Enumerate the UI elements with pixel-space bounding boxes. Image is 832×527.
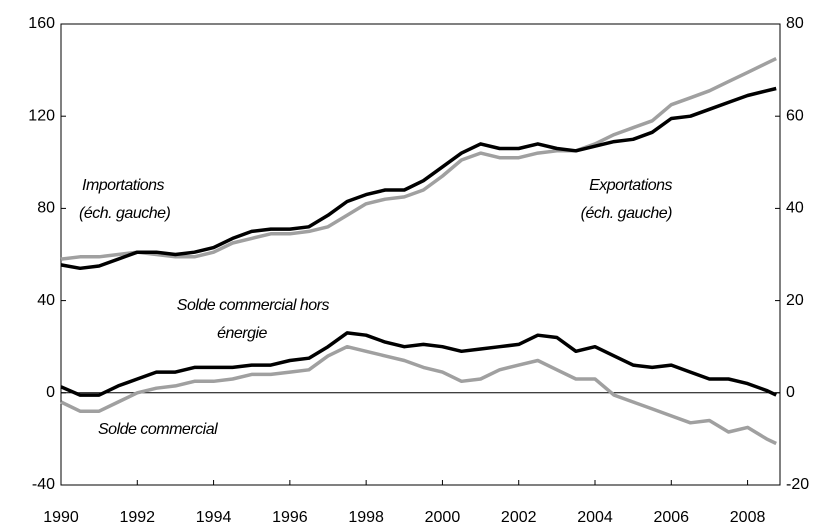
series-line (60, 57, 777, 261)
annotation: (éch. gauche) (79, 205, 171, 222)
x-tick-label: 2000 (425, 509, 461, 526)
y2-tick-label: 40 (786, 200, 804, 217)
series-line (60, 86, 777, 271)
y2-tick-label: 0 (786, 384, 795, 401)
y2-tick-label: 80 (786, 15, 804, 32)
y-tick-label: -40 (32, 476, 55, 493)
x-tick-label: 1998 (348, 509, 384, 526)
x-tick-label: 1992 (119, 509, 155, 526)
annotation: Importations (82, 177, 165, 194)
annotation: Exportations (589, 177, 672, 194)
x-tick-label: 1994 (196, 509, 232, 526)
y-tick-label: 0 (46, 384, 55, 401)
y2-tick-label: -20 (786, 476, 809, 493)
x-tick-label: 2002 (501, 509, 537, 526)
y2-tick-label: 60 (786, 107, 804, 124)
annotation: Solde commercial hors (177, 297, 330, 314)
x-tick-label: 2006 (653, 509, 689, 526)
annotation: énergie (217, 325, 267, 342)
y-tick-label: 160 (28, 15, 55, 32)
x-tick-label: 1996 (272, 509, 308, 526)
y-tick-label: 80 (37, 200, 55, 217)
x-tick-label: 2004 (577, 509, 613, 526)
y-tick-label: 40 (37, 292, 55, 309)
x-tick-label: 1990 (43, 509, 79, 526)
y2-tick-label: 20 (786, 292, 804, 309)
annotation: (éch. gauche) (581, 205, 673, 222)
series-line (60, 331, 777, 397)
series-line (60, 344, 777, 446)
x-tick-label: 2008 (730, 509, 766, 526)
y-tick-label: 120 (28, 107, 55, 124)
plot-frame (60, 23, 781, 486)
annotation: Solde commercial (98, 421, 218, 438)
